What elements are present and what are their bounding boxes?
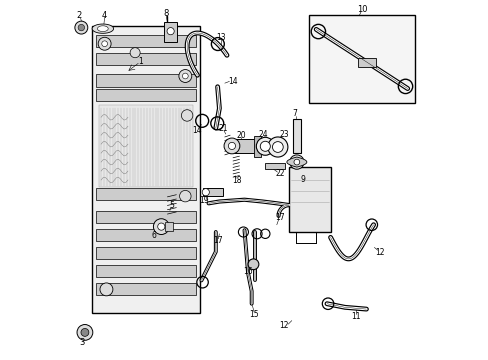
Circle shape bbox=[181, 110, 192, 121]
Circle shape bbox=[167, 28, 174, 35]
Bar bbox=[265, 163, 285, 169]
Polygon shape bbox=[286, 157, 306, 167]
Polygon shape bbox=[92, 24, 113, 33]
Text: 14: 14 bbox=[192, 126, 202, 135]
Circle shape bbox=[228, 142, 235, 149]
Text: 7: 7 bbox=[292, 109, 297, 118]
Circle shape bbox=[102, 41, 107, 46]
Circle shape bbox=[289, 155, 304, 169]
Circle shape bbox=[247, 259, 258, 270]
Circle shape bbox=[179, 190, 191, 202]
Text: 23: 23 bbox=[279, 130, 288, 139]
Circle shape bbox=[182, 73, 188, 79]
Text: 17: 17 bbox=[275, 213, 285, 222]
Bar bbox=[96, 229, 196, 241]
Circle shape bbox=[75, 21, 88, 34]
Text: 20: 20 bbox=[236, 131, 245, 140]
Circle shape bbox=[78, 24, 84, 31]
Text: 16: 16 bbox=[243, 267, 252, 276]
Bar bbox=[96, 74, 196, 87]
Polygon shape bbox=[97, 26, 108, 32]
Text: 6: 6 bbox=[151, 231, 156, 240]
Text: 1: 1 bbox=[138, 57, 142, 66]
Text: 8: 8 bbox=[163, 9, 168, 18]
Circle shape bbox=[100, 283, 113, 296]
Text: 18: 18 bbox=[232, 176, 242, 185]
Bar bbox=[96, 89, 196, 101]
Circle shape bbox=[256, 137, 274, 155]
Bar bbox=[96, 188, 196, 200]
Text: 12: 12 bbox=[374, 248, 384, 257]
Text: 2: 2 bbox=[76, 11, 81, 20]
Circle shape bbox=[153, 219, 169, 234]
Bar bbox=[164, 222, 172, 231]
Circle shape bbox=[293, 159, 299, 165]
Text: 5: 5 bbox=[169, 201, 174, 210]
Bar bbox=[308, 15, 414, 103]
Text: 4: 4 bbox=[102, 10, 107, 19]
Text: 24: 24 bbox=[258, 130, 268, 139]
Circle shape bbox=[202, 189, 209, 196]
Circle shape bbox=[130, 48, 140, 58]
Circle shape bbox=[81, 328, 89, 336]
Circle shape bbox=[272, 141, 283, 152]
Text: 22: 22 bbox=[275, 169, 285, 178]
Circle shape bbox=[267, 137, 287, 157]
Text: 21: 21 bbox=[218, 124, 227, 133]
Text: 3: 3 bbox=[80, 338, 85, 347]
Text: 13: 13 bbox=[216, 33, 225, 42]
Circle shape bbox=[98, 37, 111, 50]
Bar bbox=[96, 211, 196, 223]
Bar bbox=[292, 119, 300, 153]
Bar bbox=[99, 105, 192, 187]
Bar bbox=[96, 283, 196, 295]
Circle shape bbox=[179, 69, 191, 82]
Bar bbox=[96, 35, 196, 47]
Bar bbox=[96, 265, 196, 277]
Bar bbox=[289, 167, 330, 232]
Bar bbox=[96, 247, 196, 259]
Text: 9: 9 bbox=[300, 175, 305, 184]
Text: 11: 11 bbox=[350, 312, 360, 321]
Text: 19: 19 bbox=[199, 196, 208, 205]
Circle shape bbox=[224, 138, 239, 154]
Bar bbox=[357, 58, 375, 67]
Circle shape bbox=[260, 141, 270, 151]
Circle shape bbox=[158, 223, 164, 230]
Circle shape bbox=[77, 324, 93, 340]
Bar bbox=[203, 188, 223, 196]
Text: 17: 17 bbox=[213, 237, 223, 246]
Bar bbox=[233, 139, 255, 153]
Text: 15: 15 bbox=[249, 310, 259, 319]
Bar bbox=[254, 136, 260, 157]
Bar bbox=[163, 22, 177, 42]
Text: 14: 14 bbox=[227, 77, 237, 86]
Text: 12: 12 bbox=[279, 321, 288, 330]
Bar bbox=[96, 53, 196, 65]
Bar bbox=[92, 26, 199, 313]
Text: 10: 10 bbox=[357, 5, 367, 14]
